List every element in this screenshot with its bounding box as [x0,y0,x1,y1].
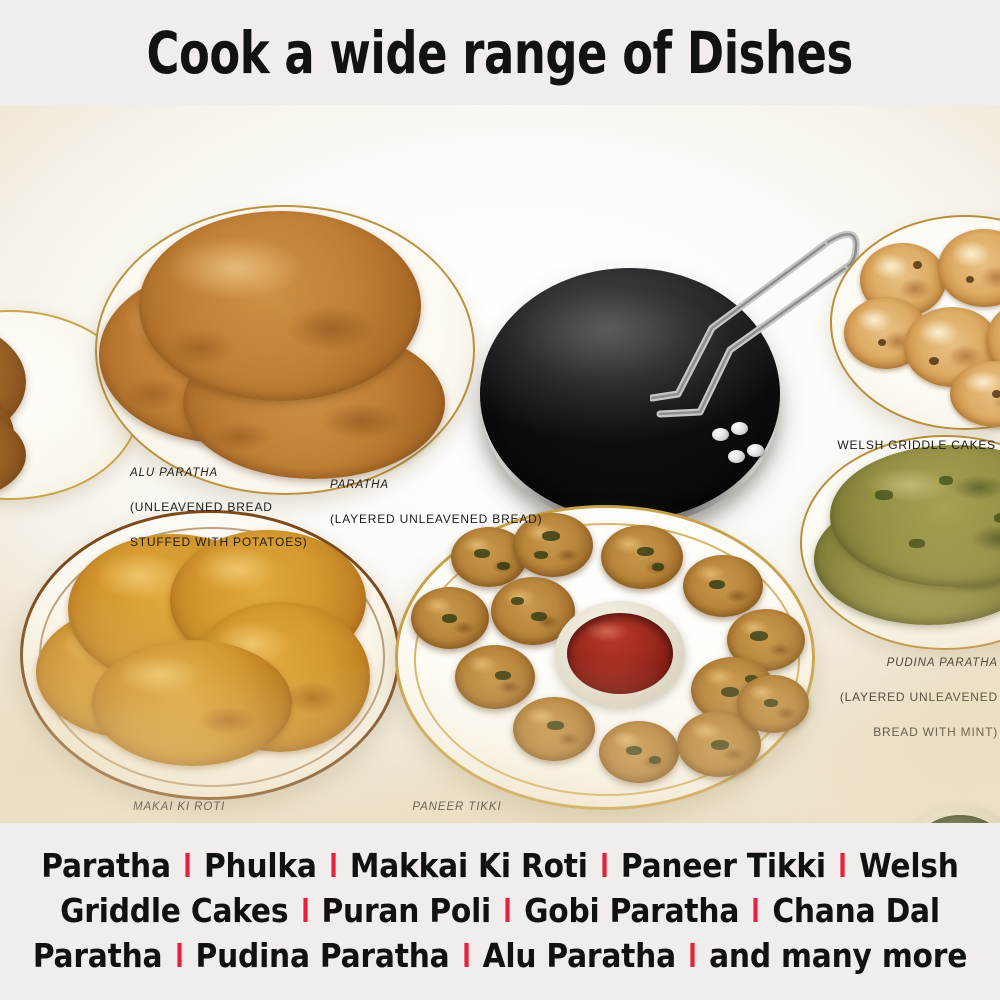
green-chutney [916,815,1000,823]
dish-separator: I [300,891,309,931]
dish-name: Phulka [203,846,317,886]
dish-separator: I [183,846,192,886]
caption-name: ALU PARATHA [130,467,219,479]
roti-disc [92,640,292,766]
caption-welsh-griddle-cakes: WELSH GRIDDLE CAKES [776,418,996,473]
tawa-griddle [480,230,860,526]
plate-alu-paratha [95,205,475,495]
page-title: Cook a wide range of Dishes [146,18,854,87]
dish-name: Welsh Griddle Cakes [60,846,959,931]
dish-name: Paratha [41,846,171,886]
caption-name: WELSH GRIDDLE CAKES [837,438,996,452]
tikki-cutlet [513,697,595,761]
caption-desc-line1: (UNLEAVENED BREAD [130,500,273,515]
dish-separator: I [688,935,697,975]
caption-desc-line1: (LAYERED UNLEAVENED [839,690,998,705]
caption-makai-ki-roti: MAKAI KI ROTI (CORN MEAL FLAT BREAD) [133,780,306,823]
caption-paneer-tikki: PANEER TIKKI (COTTAGE CHEESE CUTLETS) [352,780,562,823]
title-bar: Cook a wide range of Dishes [0,0,1000,105]
caption-name: PARATHA [330,479,389,491]
tikki-cutlet [455,645,535,709]
platter-gold-ring [413,523,801,796]
bread-disc-top [139,211,421,401]
dish-list: Paratha I Phulka I Makkai Ki Roti I Pane… [25,844,975,979]
caption-name: PUDINA PARATHA [886,657,998,669]
caption-desc-line2: BREAD WITH MINT) [873,725,998,740]
rivet-icon [731,422,748,435]
dish-name: Chana Dal Paratha [32,891,940,975]
tamarind-sauce [566,612,674,695]
tikki-cutlet [599,721,679,783]
dish-separator: I [174,935,184,975]
rivet-icon [712,428,729,441]
tikki-cutlet [411,587,489,649]
caption-desc-line2: STUFFED WITH POTATOES) [130,535,308,550]
caption-paratha: PARATHA (LAYERED UNLEAVENED BREAD) [330,458,542,547]
caption-name: PANEER TIKKI [412,801,502,813]
dish-separator: I [461,935,471,975]
dish-separator: I [751,891,760,931]
plate-welsh-griddle-cakes [830,215,1000,430]
product-photo: ALU PARATHA (UNLEAVENED BREAD STUFFED WI… [0,105,1000,823]
dish-name: Pudina Paratha [195,935,450,975]
tikki-cutlet [683,555,763,617]
dish-name: Puran Poli [321,891,492,931]
dish-separator: I [503,891,512,931]
rivet-icon [728,450,745,463]
dish-separator: I [600,846,609,886]
caption-alu-paratha: ALU PARATHA (UNLEAVENED BREAD STUFFED WI… [130,446,308,570]
dish-name: and many more [709,935,968,975]
caption-name: MAKAI KI ROTI [133,801,226,813]
dish-separator: I [329,846,338,886]
tikki-cutlet [601,525,683,589]
dish-name: Paneer Tikki [620,846,826,886]
dish-name: Alu Paratha [482,935,677,975]
rivet-icon [747,444,764,457]
tikki-cutlet [737,675,809,733]
platter-paneer-tikki [395,505,815,810]
tikki-cutlet [513,513,593,577]
caption-desc-line1: (LAYERED UNLEAVENED BREAD) [330,512,543,527]
chutney-bowl [905,805,1000,823]
caption-pudina-paratha: PUDINA PARATHA (LAYERED UNLEAVENED BREAD… [768,636,998,760]
dish-name: Makkai Ki Roti [349,846,588,886]
dish-separator: I [838,846,847,886]
dish-list-bar: Paratha I Phulka I Makkai Ki Roti I Pane… [0,823,1000,1000]
dish-name: Gobi Paratha [524,891,740,931]
sauce-bowl [555,601,685,706]
bowl-makai-ki-roti [20,510,400,800]
